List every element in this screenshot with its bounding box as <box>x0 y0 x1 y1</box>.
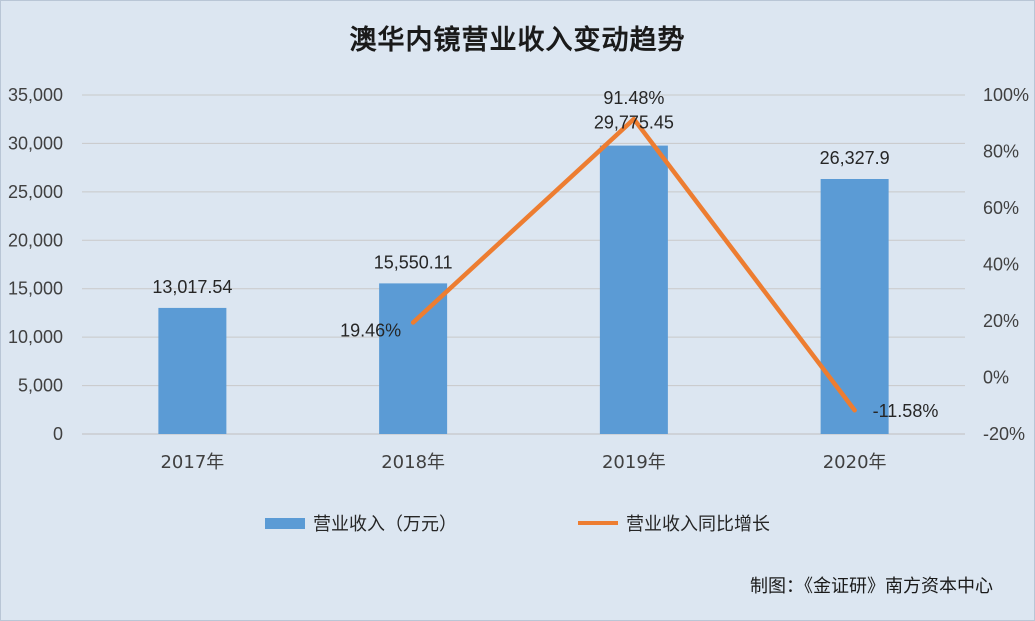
bar-data-label: 26,327.9 <box>820 148 890 168</box>
line-growth-point <box>631 117 636 122</box>
left-axis-tick-label: 10,000 <box>8 327 63 347</box>
right-axis-tick-label: 80% <box>983 142 1019 162</box>
line-growth-point <box>852 408 857 413</box>
legend-swatch-bar <box>265 517 305 529</box>
bar-revenue <box>820 178 889 434</box>
right-axis-tick-label: -20% <box>983 424 1025 444</box>
credit-text: 制图：《金证研》南方资本中心 <box>750 576 993 597</box>
line-data-label: 19.46% <box>340 321 401 341</box>
legend-label-revenue: 营业收入（万元） <box>313 514 457 535</box>
x-axis-tick-label: 2017年 <box>160 452 224 473</box>
bar-revenue <box>158 307 227 434</box>
left-axis-tick-label: 5,000 <box>18 376 63 396</box>
right-axis-tick-label: 20% <box>983 311 1019 331</box>
right-axis-tick-label: 60% <box>983 198 1019 218</box>
right-axis-tick-label: 40% <box>983 255 1019 275</box>
left-axis-tick-label: 20,000 <box>8 230 63 250</box>
left-axis-tick-label: 25,000 <box>8 182 63 202</box>
legend-swatch-line <box>578 521 618 525</box>
line-data-label: 91.48% <box>603 88 664 108</box>
legend-label-growth: 营业收入同比增长 <box>626 514 770 535</box>
right-axis-tick-label: 0% <box>983 368 1009 388</box>
legend-item-revenue: 营业收入（万元） <box>265 510 457 536</box>
x-axis-tick-label: 2018年 <box>381 452 445 473</box>
legend-item-growth: 营业收入同比增长 <box>578 510 770 536</box>
legend: 营业收入（万元） 营业收入同比增长 <box>0 510 1035 536</box>
left-axis-tick-label: 35,000 <box>8 85 63 105</box>
bar-data-label: 29,775.45 <box>594 113 674 133</box>
left-axis-tick-label: 30,000 <box>8 133 63 153</box>
line-data-label: -11.58% <box>873 401 939 421</box>
left-axis-tick-label: 15,000 <box>8 279 63 299</box>
right-axis-tick-label: 100% <box>983 85 1029 105</box>
bar-revenue <box>599 145 668 434</box>
left-axis-tick-label: 0 <box>53 424 63 444</box>
bar-data-label: 13,017.54 <box>152 277 232 297</box>
bar-revenue <box>379 283 448 434</box>
x-axis-tick-label: 2020年 <box>823 452 887 473</box>
line-growth-point <box>411 320 416 325</box>
chart-title: 澳华内镜营业收入变动趋势 <box>349 25 686 56</box>
x-axis-tick-label: 2019年 <box>602 452 666 473</box>
bar-data-label: 15,550.11 <box>374 252 453 272</box>
